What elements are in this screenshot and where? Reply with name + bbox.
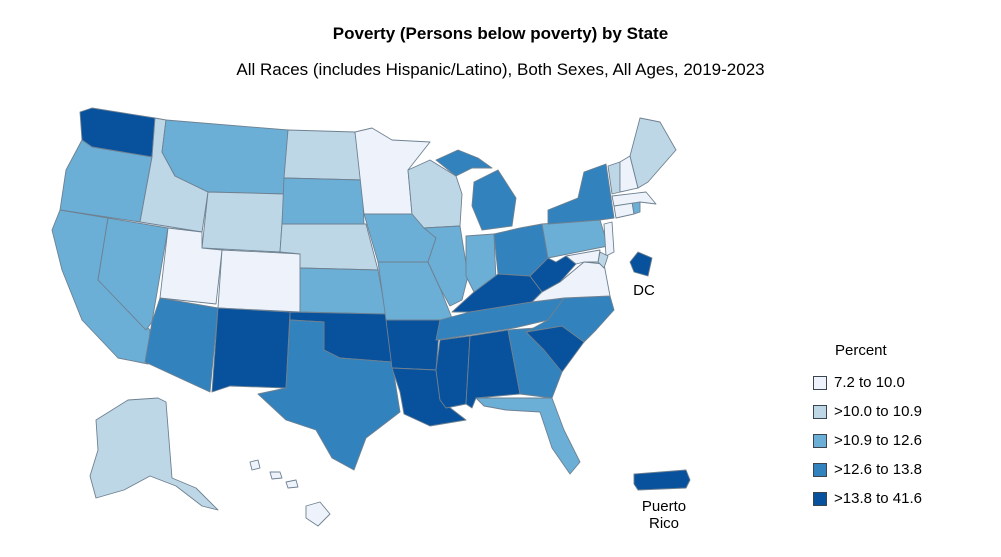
legend-label: >10.9 to 12.6 [834,432,922,449]
puerto-rico-label: Puerto Rico [630,498,698,532]
state-ME[interactable] [629,117,677,189]
state-NJ[interactable] [603,221,615,257]
state-AZ[interactable] [144,297,219,393]
legend-swatch [813,462,827,477]
state-AK[interactable] [89,397,219,511]
legend-item: >12.6 to 13.8 [813,455,922,484]
legend-item: 7.2 to 10.0 [813,368,922,397]
state-NM[interactable] [211,307,291,393]
map-title: Poverty (Persons below poverty) by State [332,24,669,43]
state-MD[interactable] [565,249,601,265]
state-WI[interactable] [407,159,463,229]
legend-swatch [813,491,827,506]
state-AR[interactable] [385,319,441,371]
legend-swatch [813,375,827,390]
puerto-rico-label-line1: Puerto [641,498,687,515]
dc-label: DC [633,282,655,299]
state-MS[interactable] [435,335,471,409]
legend-item: >10.9 to 12.6 [813,426,922,455]
state-FL[interactable] [475,397,581,475]
state-KS[interactable] [299,267,387,315]
state-IL[interactable] [423,225,469,307]
legend-title: Percent [835,342,887,359]
state-DC[interactable] [629,251,653,277]
state-PR[interactable] [633,469,691,491]
legend-swatch [813,433,827,448]
state-WY[interactable] [201,191,285,253]
state-MI[interactable] [435,149,517,231]
legend-item: >13.8 to 41.6 [813,484,922,513]
legend-label: 7.2 to 10.0 [834,374,905,391]
state-SD[interactable] [281,177,365,225]
legend-label: >12.6 to 13.8 [834,461,922,478]
legend-swatch [813,404,827,419]
state-TX[interactable] [257,319,401,471]
state-GA[interactable] [507,327,563,399]
state-MA[interactable] [611,191,657,207]
legend-label: >13.8 to 41.6 [834,490,922,507]
state-HI[interactable] [249,459,331,527]
state-ND[interactable] [283,129,363,181]
legend-label: >10.0 to 10.9 [834,403,922,420]
state-NV[interactable] [97,217,169,331]
legend: Percent 7.2 to 10.0 >10.0 to 10.9 >10.9 … [813,342,922,513]
state-NY[interactable] [547,163,615,225]
puerto-rico-label-line2: Rico [648,515,679,532]
state-CO[interactable] [217,249,303,313]
map-subtitle: All Races (includes Hispanic/Latino), Bo… [236,60,765,79]
legend-item: >10.0 to 10.9 [813,397,922,426]
